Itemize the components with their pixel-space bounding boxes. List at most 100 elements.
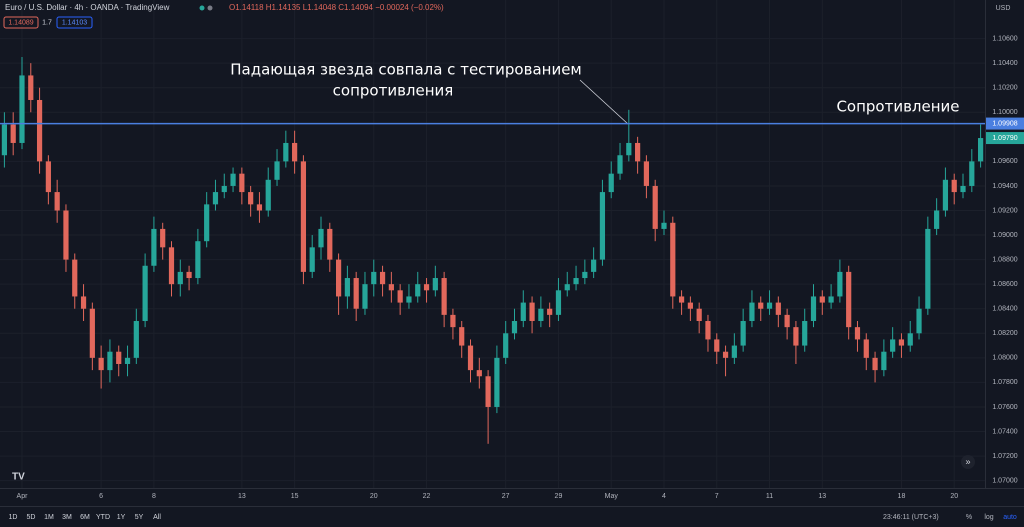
buy-button[interactable]: [56, 16, 93, 29]
candle-body: [731, 345, 737, 358]
y-tick-label: 1.10600: [992, 35, 1017, 42]
current-price-badge: [986, 132, 1024, 145]
currency[interactable]: USD: [996, 5, 1011, 12]
candle-body: [854, 327, 861, 340]
candle-body: [503, 333, 509, 358]
resistance-label: Сопротивление: [836, 98, 959, 116]
candle-body: [441, 278, 447, 315]
range-button[interactable]: 1D: [9, 514, 18, 521]
candle-body: [599, 192, 606, 260]
candle-body: [151, 228, 157, 266]
candles: [1, 57, 984, 444]
candle-body: [186, 271, 192, 279]
candle-body: [362, 284, 368, 309]
candle-body: [564, 284, 570, 291]
y-tick-label: 1.08000: [992, 355, 1017, 362]
range-button[interactable]: 3M: [62, 514, 72, 521]
range-button[interactable]: 5D: [27, 514, 36, 521]
auto-toggle[interactable]: auto: [1003, 514, 1017, 521]
candle-body: [142, 265, 148, 322]
candle-body: [890, 339, 896, 352]
candle-body: [485, 376, 491, 407]
y-tick-label: 1.08400: [992, 306, 1017, 313]
candle-body: [846, 271, 852, 328]
x-tick-label: 11: [766, 493, 773, 500]
candle-body: [547, 308, 553, 315]
current-price: 1.09790: [992, 135, 1017, 142]
candle-body: [714, 339, 720, 352]
candle-body: [960, 185, 966, 193]
x-tick-label: 18: [898, 493, 906, 500]
range-button[interactable]: 5Y: [135, 514, 144, 521]
x-tick-label: 4: [662, 493, 666, 500]
status-dot: [199, 5, 205, 11]
range-button[interactable]: 1M: [44, 514, 54, 521]
candle-body: [98, 357, 104, 371]
y-tick-label: 1.08600: [992, 281, 1017, 288]
candle-body: [168, 247, 175, 285]
range-button[interactable]: 1Y: [117, 514, 126, 521]
sell-price[interactable]: 1.14089: [8, 19, 33, 26]
candle-body: [318, 228, 324, 248]
candle-body: [969, 161, 975, 186]
candle-body: [221, 185, 227, 193]
candle-body: [371, 271, 377, 285]
percent-toggle[interactable]: %: [966, 514, 972, 521]
candle-body: [1, 124, 7, 156]
candle-body: [872, 357, 878, 371]
candle-body: [775, 302, 781, 315]
candle-body: [388, 284, 394, 291]
x-tick-label: 20: [950, 493, 958, 500]
candle-body: [740, 321, 746, 346]
x-tick-label: 7: [715, 493, 719, 500]
candle-body: [239, 173, 245, 193]
y-tick-label: 1.07800: [992, 379, 1017, 386]
candle-body: [432, 278, 438, 291]
candle-body: [687, 302, 693, 309]
range-button[interactable]: 6M: [80, 514, 90, 521]
candle-body: [591, 259, 597, 272]
scroll-button[interactable]: [961, 455, 975, 469]
candle-body: [379, 271, 386, 285]
y-tick-label: 1.10200: [992, 85, 1017, 92]
y-tick-label: 1.09000: [992, 232, 1017, 239]
candle-body: [327, 228, 333, 260]
candle-body: [661, 222, 667, 229]
candle-body: [195, 241, 201, 279]
candle-body: [529, 302, 535, 322]
candle-body: [881, 351, 887, 371]
status-dot: [207, 5, 213, 11]
log-toggle[interactable]: log: [984, 514, 993, 521]
symbol-title: Euro / U.S. Dollar · 4h · OANDA · Tradin…: [5, 3, 170, 12]
annotation-line: Падающая звезда совпала с тестированием: [230, 61, 581, 79]
candle-body: [353, 278, 359, 309]
candle-body: [951, 179, 957, 193]
y-tick-label: 1.07000: [992, 477, 1017, 484]
candle-body: [89, 308, 95, 358]
candle-body: [652, 185, 658, 229]
candle-body: [450, 314, 456, 328]
candle-body: [133, 321, 139, 358]
y-tick-label: 1.07200: [992, 453, 1017, 460]
y-tick-label: 1.07400: [992, 428, 1017, 435]
range-button[interactable]: All: [153, 514, 161, 521]
range-button[interactable]: YTD: [96, 514, 110, 521]
buy-price[interactable]: 1.14103: [62, 19, 87, 26]
candle-body: [300, 161, 307, 272]
candle-body: [626, 142, 632, 156]
candle-body: [177, 271, 183, 285]
scroll-icon[interactable]: »: [965, 456, 970, 466]
candle-body: [643, 161, 650, 186]
x-tick-label: May: [605, 493, 619, 500]
candle-body: [309, 247, 315, 272]
y-tick-label: 1.09200: [992, 207, 1017, 214]
candle-body: [212, 192, 219, 205]
candle-body: [265, 179, 271, 211]
sell-button[interactable]: [3, 16, 39, 29]
candle-body: [582, 271, 588, 279]
candle-body: [283, 142, 289, 162]
candle-body: [406, 296, 412, 303]
candle-body: [80, 296, 87, 309]
candle-body: [45, 161, 51, 193]
